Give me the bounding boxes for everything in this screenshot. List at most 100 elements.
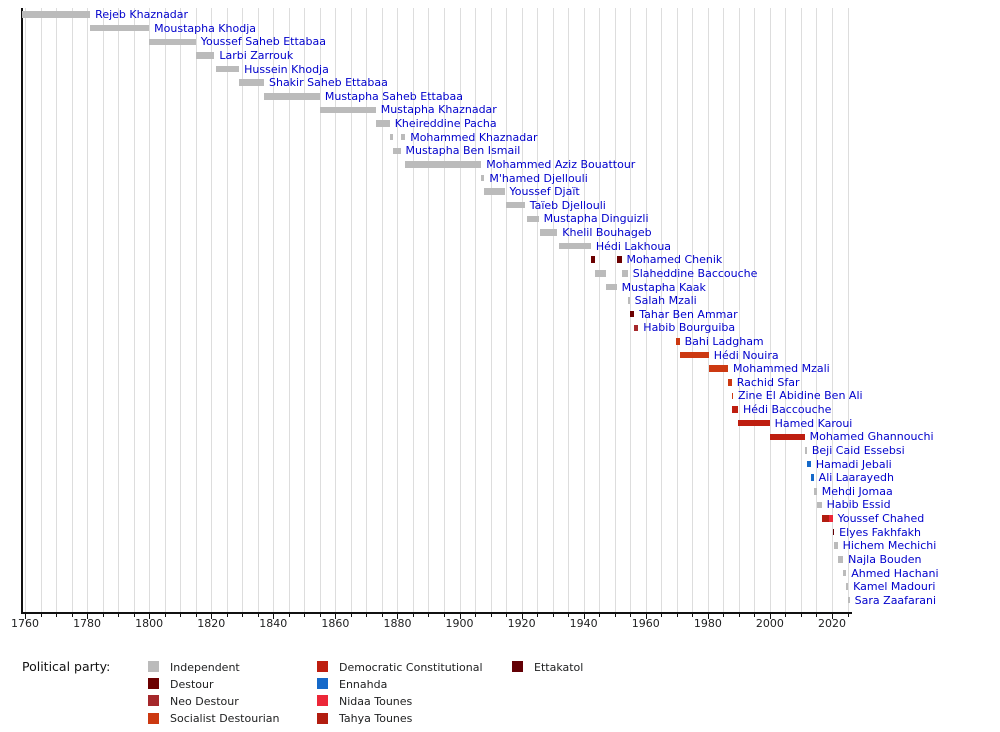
gridline	[350, 8, 352, 612]
axis-tick-label: 1900	[445, 617, 474, 630]
axis-tick	[25, 614, 26, 619]
axis-tick-label: 1760	[11, 617, 39, 630]
person-label: Ali Laarayedh	[818, 471, 894, 485]
timeline-bar	[708, 365, 728, 372]
gridline	[459, 8, 461, 612]
axis-tick	[552, 614, 554, 617]
gridline	[723, 8, 725, 612]
timeline-bar	[813, 488, 817, 495]
axis-tick	[273, 614, 275, 619]
legend-label-destour: Destour	[170, 677, 214, 691]
axis-tick	[521, 614, 523, 619]
legend-label-neo_destour: Neo Destour	[170, 694, 239, 708]
person-label: Mohamed Chenik	[626, 253, 723, 267]
gridline	[118, 8, 120, 612]
axis-tick	[195, 614, 197, 617]
timeline-bar	[21, 11, 91, 18]
x-axis-line	[20, 612, 852, 614]
axis-tick	[645, 614, 647, 619]
axis-tick	[459, 614, 461, 619]
timeline-bar	[558, 242, 591, 250]
axis-tick	[102, 614, 104, 617]
timeline-bar	[481, 174, 485, 182]
legend-swatch-ettakatol	[512, 661, 523, 672]
legend-heading: Political party:	[22, 659, 111, 674]
legend-swatch-neo_destour	[148, 695, 159, 707]
axis-tick-label: 1860	[321, 617, 350, 630]
legend-swatch-socialist_destourian	[148, 712, 159, 724]
gridline	[552, 8, 554, 612]
legend-label-tahya_tounes: Tahya Tounes	[339, 712, 413, 726]
person-label: Khelil Bouhageb	[562, 226, 652, 240]
legend-swatch-nidaa_tounes	[317, 695, 328, 707]
axis-tick	[288, 614, 290, 617]
timeline-bar	[90, 24, 150, 32]
timeline-bar	[843, 569, 847, 577]
legend-label-independent: Independent	[170, 660, 240, 674]
timeline-bar	[821, 515, 830, 522]
axis-tick	[149, 614, 151, 619]
legend-label-nidaa_tounes: Nidaa Tounes	[339, 694, 413, 708]
axis-tick	[180, 614, 182, 617]
gridline	[614, 8, 616, 612]
person-label: Mustapha Khaznadar	[380, 103, 497, 117]
person-label: Hédi Nouira	[713, 348, 779, 362]
person-label: Mohammed Aziz Bouattour	[486, 157, 636, 171]
gridline	[71, 8, 73, 612]
person-label: Hichem Mechichi	[842, 539, 937, 553]
timeline-bar	[676, 338, 680, 345]
axis-tick-label: 1840	[259, 617, 288, 630]
legend-label-ennahda: Ennahda	[339, 677, 388, 691]
person-label: Kheireddine Pacha	[394, 117, 497, 131]
axis-tick	[397, 614, 399, 619]
gridline	[816, 8, 818, 612]
gridline	[211, 8, 213, 612]
axis-tick	[366, 614, 368, 617]
person-label: Salah Mzali	[634, 294, 697, 308]
gridline	[754, 8, 756, 612]
gridline	[257, 8, 259, 612]
timeline-bar	[149, 38, 196, 46]
person-label: Youssef Djaït	[509, 185, 580, 199]
timeline-bar	[375, 120, 390, 127]
gridline	[180, 8, 182, 612]
person-label: M'hamed Djellouli	[489, 171, 588, 185]
axis-tick	[568, 614, 570, 617]
person-label: Youssef Chahed	[837, 512, 925, 526]
timeline-bar	[810, 474, 814, 481]
gridline	[444, 8, 445, 612]
person-label: Bahi Ladgham	[684, 334, 764, 348]
timeline-bar	[594, 270, 607, 277]
person-label: Hédi Baccouche	[742, 403, 832, 417]
person-label: Ahmed Hachani	[851, 566, 939, 580]
axis-tick	[350, 614, 352, 617]
axis-tick-label: 1980	[693, 617, 722, 630]
timeline-bar	[389, 133, 393, 141]
legend-label-democratic_constitutional: Democratic Constitutional	[339, 660, 483, 674]
timeline-bar	[540, 229, 558, 236]
axis-tick	[847, 614, 849, 617]
timeline-bar	[837, 556, 844, 563]
axis-tick	[381, 614, 383, 617]
timeline-bar	[590, 256, 595, 263]
axis-tick-label: 1960	[631, 617, 660, 630]
timeline-bar	[215, 65, 240, 73]
legend-swatch-ennahda	[317, 678, 328, 690]
gridline	[490, 8, 492, 612]
timeline-bar	[829, 515, 833, 522]
timeline-bar	[484, 188, 505, 195]
gridline	[676, 8, 678, 612]
person-label: Larbi Zarrouk	[219, 48, 294, 62]
timeline-bar	[804, 447, 807, 454]
axis-tick-label: 1880	[383, 617, 412, 630]
person-label: Slaheddine Baccouche	[632, 266, 758, 280]
legend-label-socialist_destourian: Socialist Destourian	[170, 712, 280, 726]
timeline-bar	[506, 201, 525, 209]
timeline-bar	[848, 596, 850, 604]
timeline-bar	[737, 419, 770, 427]
gridline	[599, 8, 601, 612]
person-label: Rejeb Khaznadar	[95, 8, 189, 22]
timeline-bar	[392, 147, 401, 154]
gridline	[366, 8, 368, 612]
gridline	[87, 8, 89, 612]
